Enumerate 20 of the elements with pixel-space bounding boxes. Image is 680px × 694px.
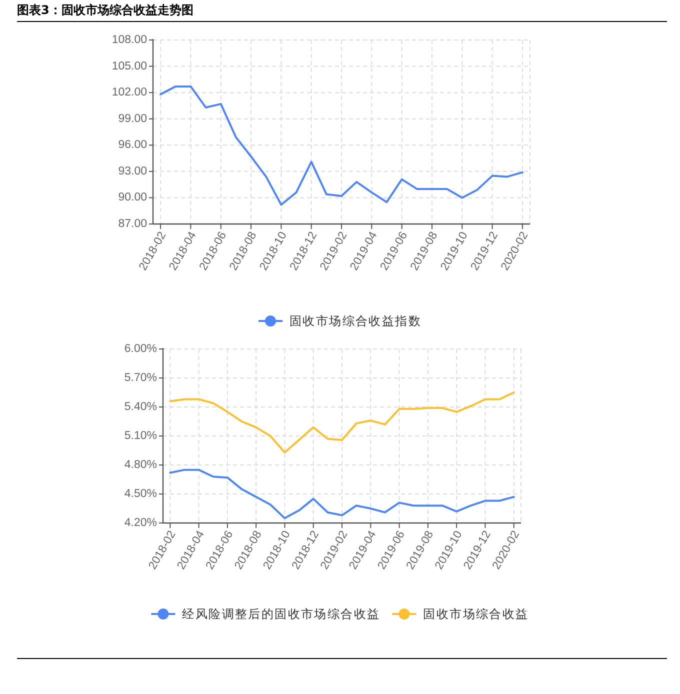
- y-tick-label: 99.00: [118, 112, 147, 125]
- y-tick-label: 96.00: [118, 139, 147, 152]
- legend-label: 经风险调整后的固收市场综合收益: [182, 607, 380, 621]
- y-tick-label: 105.00: [112, 60, 147, 72]
- legend-label: 固收市场综合收益指数: [290, 314, 422, 328]
- legend: 固收市场综合收益指数: [258, 314, 422, 328]
- legend-label: 固收市场综合收益: [423, 607, 529, 621]
- y-tick-label: 108.00: [112, 34, 147, 46]
- y-tick-label: 5.10%: [124, 430, 157, 442]
- y-tick-label: 5.40%: [124, 401, 157, 413]
- y-tick-label: 102.00: [112, 86, 147, 99]
- y-tick-label: 6.00%: [124, 343, 157, 355]
- y-tick-label: 87.00: [118, 218, 147, 230]
- y-tick-label: 4.20%: [124, 517, 157, 529]
- chart-title: 图表3：固收市场综合收益走势图: [17, 3, 667, 22]
- y-tick-label: 4.50%: [124, 488, 157, 500]
- y-tick-label: 4.80%: [124, 459, 157, 471]
- y-tick-label: 93.00: [118, 165, 147, 178]
- y-tick-label: 5.70%: [124, 372, 157, 384]
- y-tick-label: 90.00: [118, 192, 147, 204]
